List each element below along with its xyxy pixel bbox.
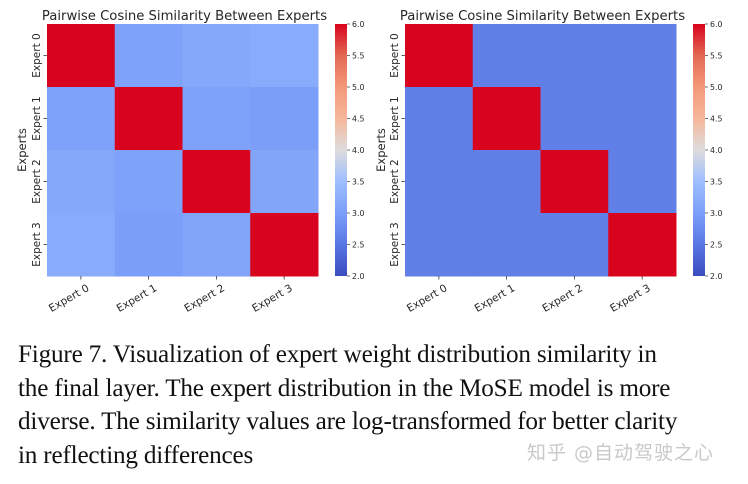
colorbar-tick-label: 3.5 [710,178,722,187]
chart-title: Pairwise Cosine Similarity Between Exper… [42,9,327,24]
heatmap-cell-r1-c2 [182,87,251,151]
heatmap-cell-r1-c0 [405,87,474,151]
colorbar-tick-label: 5.5 [352,52,364,61]
x-tick-label: Expert 1 [473,282,517,315]
heatmap-cell-r1-c3 [608,87,677,151]
heatmap-cell-r0-c0 [47,24,116,88]
y-tick-label: Expert 1 [389,96,401,140]
colorbar-tick-label: 4.0 [352,146,364,155]
heatmap-cell-r2-c2 [182,150,251,214]
heatmap-panel-right: Pairwise Cosine Similarity Between Exper… [374,9,722,315]
x-tick-label: Expert 1 [115,282,159,315]
colorbar-tick-label: 5.5 [710,52,722,61]
colorbar-tick-label: 5.0 [352,83,364,92]
colorbar-tick-label: 4.5 [710,115,722,124]
heatmap-cell-r2-c3 [608,150,677,214]
caption-line: Figure 7. Visualization of expert weight… [18,341,657,368]
heatmap-cell-r3-c0 [47,213,116,277]
caption-line: in reflecting differences [18,441,254,469]
colorbar-tick-label: 6.0 [710,20,722,29]
watermark: 知乎 @自动驾驶之心 [527,442,715,464]
y-axis-label: Experts [374,128,388,172]
heatmap-cell-r1-c1 [472,87,541,151]
colorbar-tick-label: 3.0 [352,209,364,218]
x-tick-label: Expert 3 [250,282,294,315]
heatmap-cell-r2-c0 [405,150,474,214]
heatmap-cell-r2-c1 [472,150,541,214]
heatmap-cell-r3-c2 [540,213,609,277]
x-tick-label: Expert 2 [182,282,226,315]
heatmap-cell-r3-c3 [608,213,677,277]
y-tick-label: Expert 0 [31,33,43,77]
y-tick-label: Expert 3 [31,222,43,266]
heatmap-cell-r0-c1 [114,24,183,88]
heatmap-panel-left: Pairwise Cosine Similarity Between Exper… [15,9,364,315]
heatmap-cell-r0-c3 [250,24,319,88]
heatmap-cell-r3-c3 [250,213,319,277]
colorbar-tick-label: 2.0 [710,272,722,281]
heatmap-cell-r2-c2 [540,150,609,214]
heatmap-cell-r1-c3 [250,87,319,151]
heatmap-cell-r3-c1 [472,213,541,277]
heatmap-cell-r1-c1 [114,87,183,151]
colorbar-tick-label: 5.0 [710,83,722,92]
colorbar-tick-label: 2.0 [352,272,364,281]
heatmap-cell-r1-c2 [540,87,609,151]
y-tick-label: Expert 3 [389,222,401,266]
colorbar [693,24,705,276]
colorbar-tick-label: 2.5 [352,241,364,250]
colorbar-tick-label: 6.0 [352,20,364,29]
x-tick-label: Expert 0 [405,282,449,315]
heatmap-cell-r3-c0 [405,213,474,277]
y-tick-label: Expert 0 [389,33,401,77]
y-tick-label: Expert 2 [389,159,401,203]
figure-heatmaps: Pairwise Cosine Similarity Between Exper… [15,9,722,315]
chart-title: Pairwise Cosine Similarity Between Exper… [400,9,685,24]
figure-caption: Figure 7. Visualization of expert weight… [18,338,730,472]
heatmap-cell-r2-c0 [47,150,116,214]
colorbar-tick-label: 2.5 [710,241,722,250]
heatmap-cell-r0-c3 [608,24,677,88]
heatmap-cell-r3-c1 [114,213,183,277]
y-tick-label: Expert 2 [31,159,43,203]
colorbar-tick-label: 3.5 [352,178,364,187]
y-tick-label: Expert 1 [31,96,43,140]
colorbar-tick-label: 4.5 [352,115,364,124]
x-tick-label: Expert 2 [540,282,584,315]
heatmap-cell-r3-c2 [182,213,251,277]
caption-line: diverse. The similarity values are log-t… [18,408,678,435]
colorbar-tick-label: 4.0 [710,146,722,155]
x-tick-label: Expert 0 [47,282,91,315]
heatmap-cell-r0-c0 [405,24,474,88]
caption-line: the final layer. The expert distribution… [18,374,671,402]
colorbar-tick-label: 3.0 [710,209,722,218]
heatmap-cell-r1-c0 [47,87,116,151]
heatmap-cell-r0-c2 [540,24,609,88]
heatmap-cell-r0-c1 [472,24,541,88]
heatmap-cell-r2-c1 [114,150,183,214]
y-axis-label: Experts [15,128,29,172]
heatmap-cell-r0-c2 [182,24,251,88]
x-tick-label: Expert 3 [608,282,652,315]
colorbar [335,24,347,276]
heatmap-cell-r2-c3 [250,150,319,214]
